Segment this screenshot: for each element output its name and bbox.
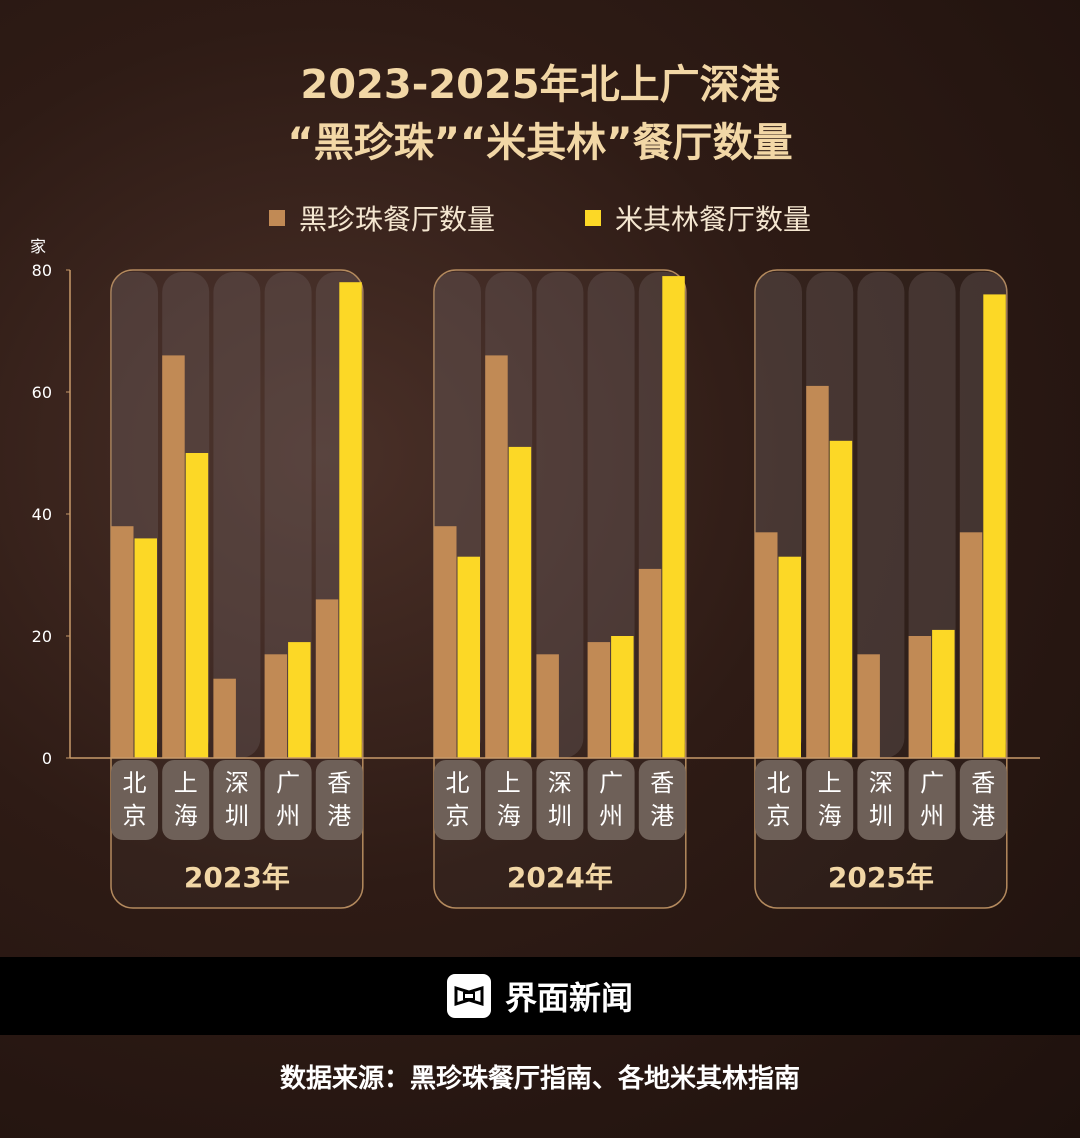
category-label-box [755,760,802,840]
category-label: 深 [869,769,893,797]
column-background [857,272,905,758]
category-label: 港 [971,802,995,830]
category-label-box [213,760,261,840]
bar-michelin [983,294,1006,758]
category-label-box [162,760,210,840]
group-label: 2025年 [828,861,934,894]
category-label-box [857,760,905,840]
column-background [213,272,261,758]
category-label: 上 [497,769,521,797]
legend-item-michelin: 米其林餐厅数量 [585,198,811,238]
category-label: 广 [276,769,300,797]
category-label: 州 [276,802,300,830]
category-label: 海 [497,802,521,830]
bar-black-pearl [755,532,778,758]
category-label: 港 [327,802,351,830]
category-label-box [587,760,635,840]
y-tick-label: 80 [32,261,52,280]
bar-black-pearl [587,642,611,758]
bar-michelin [778,556,801,758]
bar-michelin [932,629,955,758]
category-label: 广 [920,769,944,797]
y-axis-unit: 家 [30,237,46,256]
y-tick-label: 40 [32,505,52,524]
category-label-box [959,760,1007,840]
group-label: 2023年 [184,861,290,894]
bar-michelin [662,276,685,758]
bar-michelin [339,282,362,758]
category-label: 京 [767,802,791,830]
category-label: 香 [650,769,674,797]
legend-label: 黑珍珠餐厅数量 [298,203,495,236]
category-label-box [315,760,363,840]
legend-label: 米其林餐厅数量 [615,203,812,236]
category-label: 北 [767,769,791,797]
y-tick-label: 60 [32,383,52,402]
bar-black-pearl [315,599,339,758]
category-label-box [434,760,481,840]
category-label: 圳 [869,802,893,830]
category-label: 海 [818,802,842,830]
bar-black-pearl [959,532,983,758]
chart-title-line-1: 2023-2025年北上广深港 [300,62,780,108]
category-label: 港 [650,802,674,830]
category-label-box [485,760,533,840]
bar-michelin [185,453,209,758]
y-tick-label: 0 [42,749,52,768]
bar-black-pearl [162,355,185,758]
category-label: 海 [174,802,198,830]
brand-band: 界面新闻 [0,957,1080,1035]
bar-black-pearl [264,654,288,758]
category-label: 香 [971,769,995,797]
bar-black-pearl [908,636,932,758]
category-label: 京 [446,802,470,830]
category-label: 圳 [225,802,249,830]
category-label: 北 [446,769,470,797]
column-background [536,272,584,758]
legend: 黑珍珠餐厅数量 米其林餐厅数量 [0,198,1080,238]
category-label: 京 [123,802,147,830]
bar-chart: 家020406080北京上海深圳广州香港2023年北京上海深圳广州香港2024年… [30,237,1040,909]
category-label-box [111,760,158,840]
column-background [264,272,312,758]
category-label: 上 [174,769,198,797]
category-label-box [264,760,312,840]
category-label-box [536,760,584,840]
bar-black-pearl [857,654,880,758]
category-label: 州 [920,802,944,830]
legend-item-black-pearl: 黑珍珠餐厅数量 [268,198,495,238]
category-label: 深 [225,769,249,797]
jiemian-logo-icon [446,974,491,1018]
bar-michelin [508,446,532,758]
bar-michelin [611,636,634,758]
category-label: 香 [327,769,351,797]
legend-swatch [585,210,601,226]
data-source: 数据来源：黑珍珠餐厅指南、各地米其林指南 [279,1064,800,1094]
group-label: 2024年 [507,861,613,894]
chart-title-line-2: “黑珍珠”“米其林”餐厅数量 [287,120,793,166]
legend-swatch [268,210,285,226]
category-label-box [806,760,854,840]
bar-black-pearl [806,385,829,758]
bar-black-pearl [485,355,508,758]
y-tick-label: 20 [32,627,52,646]
bar-michelin [288,642,311,758]
category-label: 广 [599,769,623,797]
bar-michelin [829,440,853,758]
bar-black-pearl [213,678,236,758]
category-label-box [908,760,956,840]
category-label-box [638,760,686,840]
category-label: 圳 [548,802,572,830]
bar-black-pearl [536,654,559,758]
bar-michelin [134,538,157,758]
bar-black-pearl [638,568,662,758]
bar-black-pearl [111,526,134,758]
category-label: 深 [548,769,572,797]
category-label: 州 [599,802,623,830]
category-label: 上 [818,769,842,797]
category-label: 北 [123,769,147,797]
brand-name: 界面新闻 [504,979,633,1017]
bar-black-pearl [434,526,457,758]
bar-michelin [457,556,480,758]
